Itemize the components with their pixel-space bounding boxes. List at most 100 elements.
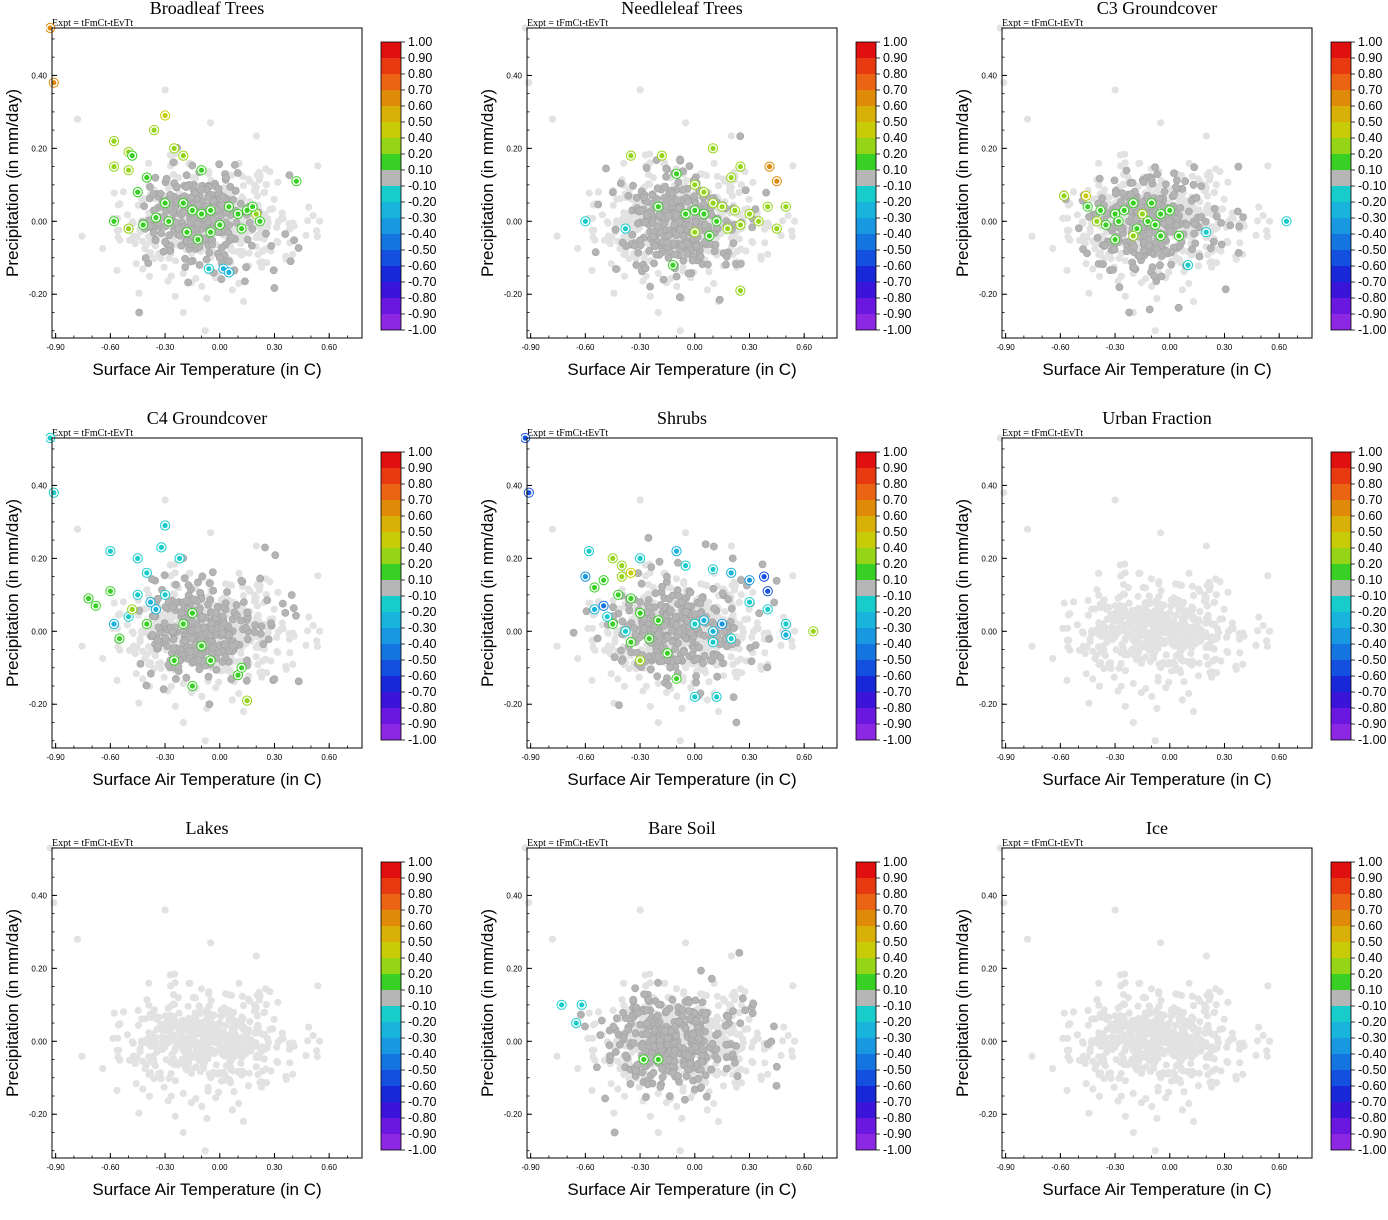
highlight-point xyxy=(691,229,698,236)
highlight-point xyxy=(238,664,245,671)
neutral-point xyxy=(295,678,302,685)
neutral-point xyxy=(1109,266,1116,273)
neutral-point xyxy=(674,656,681,663)
y-tick-label: 0.00 xyxy=(31,217,47,226)
neutral-point xyxy=(169,628,176,635)
background-point xyxy=(274,239,281,246)
y-tick-label: 0.20 xyxy=(31,554,47,563)
y-tick-label: -0.20 xyxy=(979,290,998,299)
x-tick-label: 0.60 xyxy=(321,343,337,352)
background-point xyxy=(286,649,293,656)
background-point xyxy=(655,270,662,277)
highlight-point xyxy=(1203,229,1210,236)
background-point xyxy=(262,165,269,172)
colorbar-swatch xyxy=(856,250,876,266)
background-point xyxy=(269,205,276,212)
background-point xyxy=(1028,233,1035,240)
neutral-point xyxy=(710,605,717,612)
neutral-point xyxy=(678,242,685,249)
y-tick-label: -0.20 xyxy=(504,290,523,299)
background-point xyxy=(1079,218,1086,225)
highlight-point xyxy=(746,211,753,218)
highlight-point xyxy=(682,211,689,218)
colorbar-label: -1.00 xyxy=(883,323,912,337)
neutral-point xyxy=(290,605,297,612)
neutral-point xyxy=(1173,222,1180,229)
background-point xyxy=(1224,179,1231,186)
neutral-point xyxy=(1146,306,1153,313)
neutral-point xyxy=(188,635,195,642)
colorbar-label: 0.20 xyxy=(883,147,907,161)
background-point xyxy=(622,249,629,256)
neutral-point xyxy=(1112,190,1119,197)
highlight-point xyxy=(1130,200,1137,207)
background-point xyxy=(789,233,796,240)
background-point xyxy=(1000,79,1007,86)
neutral-point xyxy=(183,598,190,605)
colorbar-swatch xyxy=(856,266,876,282)
highlight-point xyxy=(143,174,150,181)
background-point xyxy=(114,233,121,240)
highlight-point xyxy=(728,635,735,642)
background-point xyxy=(779,217,786,224)
neutral-point xyxy=(221,641,228,648)
highlight-point xyxy=(1061,192,1068,199)
background-point xyxy=(304,217,311,224)
neutral-point xyxy=(231,161,238,168)
background-point xyxy=(761,649,768,656)
highlight-point xyxy=(50,79,57,86)
neutral-point xyxy=(252,622,259,629)
neutral-point xyxy=(1096,175,1103,182)
highlight-point xyxy=(249,203,256,210)
highlight-point xyxy=(713,694,720,701)
background-point xyxy=(310,622,317,629)
highlight-point xyxy=(1152,222,1159,229)
colorbar-label: 0.70 xyxy=(408,493,432,507)
background-point xyxy=(314,643,321,650)
neutral-point xyxy=(1151,273,1158,280)
colorbar-label: -0.60 xyxy=(1358,259,1387,273)
background-point xyxy=(636,674,643,681)
colorbar-swatch xyxy=(1331,186,1351,202)
panel-title: Broadleaf Trees xyxy=(150,0,264,18)
background-point xyxy=(291,223,298,230)
highlight-point xyxy=(615,591,622,598)
colorbar-label: -0.70 xyxy=(408,685,437,699)
x-tick-label: 0.30 xyxy=(267,343,283,352)
highlight-point xyxy=(618,562,625,569)
background-point xyxy=(253,653,260,660)
neutral-point xyxy=(243,657,250,664)
background-point xyxy=(637,496,644,503)
colorbar-label: 0.50 xyxy=(408,115,432,129)
colorbar-label: -0.20 xyxy=(1358,195,1387,209)
neutral-point xyxy=(701,632,708,639)
background-point xyxy=(728,542,735,549)
background-point xyxy=(1189,173,1196,180)
y-axis-label: Precipitation (in mm/day) xyxy=(3,89,22,277)
neutral-point xyxy=(583,608,590,615)
background-point xyxy=(314,162,321,169)
neutral-point xyxy=(617,647,624,654)
neutral-point xyxy=(702,541,709,548)
highlight-point xyxy=(207,657,214,664)
background-point xyxy=(115,201,122,208)
background-point xyxy=(1122,159,1129,166)
background-point xyxy=(133,260,140,267)
background-point xyxy=(256,669,263,676)
neutral-point xyxy=(206,580,213,587)
colorbar-label: 1.00 xyxy=(408,35,432,49)
neutral-point xyxy=(737,260,744,267)
neutral-point xyxy=(673,211,680,218)
background-point xyxy=(735,189,742,196)
neutral-point xyxy=(712,241,719,248)
neutral-point xyxy=(663,573,670,580)
neutral-point xyxy=(642,219,649,226)
highlight-point xyxy=(129,152,136,159)
neutral-point xyxy=(238,577,245,584)
highlight-point xyxy=(591,606,598,613)
highlight-point xyxy=(682,562,689,569)
neutral-point xyxy=(686,163,693,170)
background-point xyxy=(254,661,261,668)
